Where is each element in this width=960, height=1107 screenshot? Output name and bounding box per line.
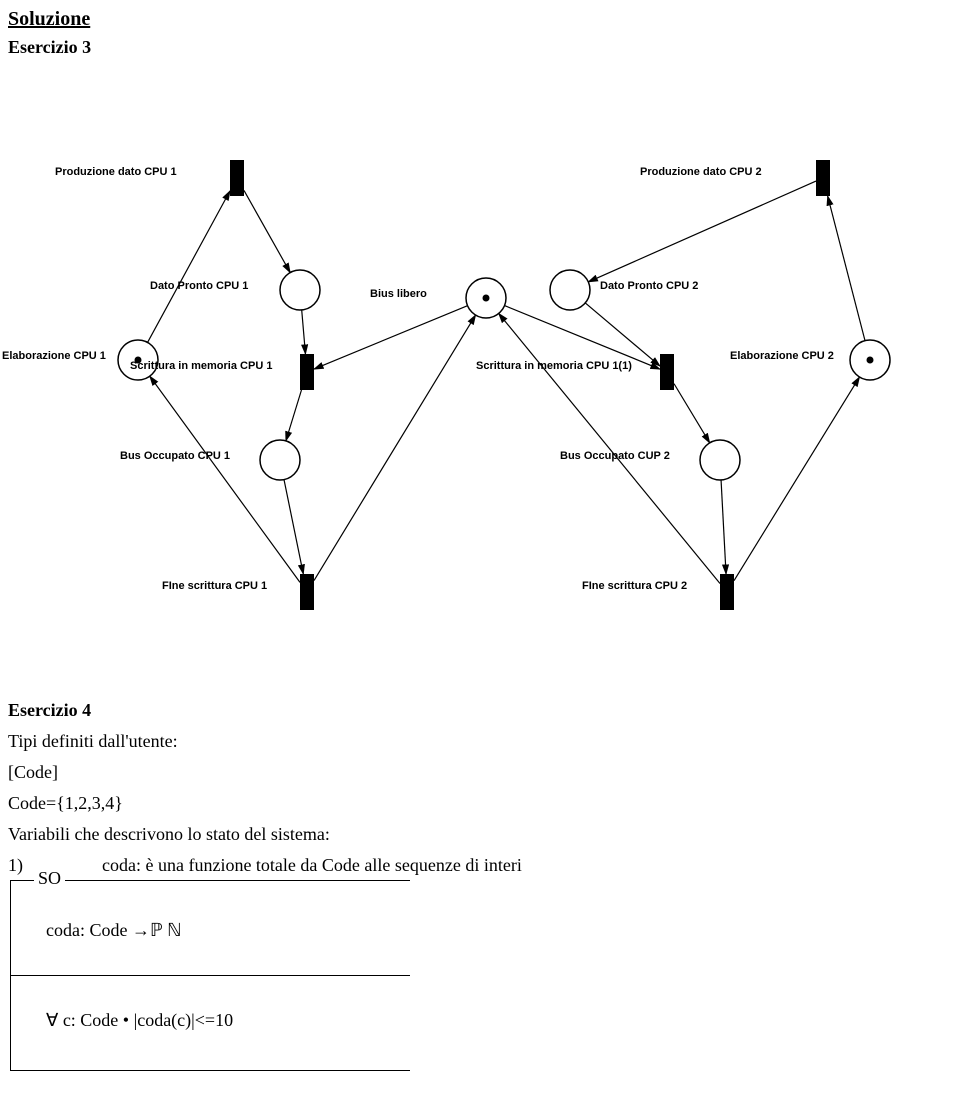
tipi-line: Tipi definiti dall'utente: xyxy=(8,731,908,752)
schema-mid-line xyxy=(10,975,410,976)
transition-t_fine1 xyxy=(300,574,314,610)
code-bracket: [Code] xyxy=(8,762,908,783)
transition-t_scr1 xyxy=(300,354,314,390)
title-esercizio3: Esercizio 3 xyxy=(8,37,91,58)
arc xyxy=(674,384,710,443)
arc xyxy=(314,315,476,580)
arc xyxy=(302,310,306,354)
label-p_elab2: Elaborazione CPU 2 xyxy=(730,350,834,362)
arc xyxy=(734,377,860,581)
token xyxy=(867,357,874,364)
label-p_busocc1: Bus Occupato CPU 1 xyxy=(120,450,230,462)
label-p_datop1: Dato Pronto CPU 1 xyxy=(150,280,248,292)
transition-t_scr2 xyxy=(660,354,674,390)
code-set: Code={1,2,3,4} xyxy=(8,793,908,814)
arc xyxy=(314,306,468,369)
place-p_datop2 xyxy=(550,270,590,310)
variabili-line: Variabili che descrivono lo stato del si… xyxy=(8,824,908,845)
label-p_elab1: Elaborazione CPU 1 xyxy=(2,350,106,362)
title-soluzione: Soluzione xyxy=(8,8,91,31)
exercise4-heading: Esercizio 4 xyxy=(8,700,908,721)
label-t_scr2: Scrittura in memoria CPU 1(1) xyxy=(476,360,632,372)
arc xyxy=(828,196,865,341)
arc xyxy=(588,181,816,282)
label-t_prod2: Produzione dato CPU 2 xyxy=(640,166,762,178)
label-p_buslib: Bius libero xyxy=(370,288,427,300)
transition-t_prod2 xyxy=(816,160,830,196)
petri-net-diagram: Dato Pronto CPU 1 Elaborazione CPU 1 Bus O… xyxy=(0,90,960,650)
label-t_fine2: FIne scrittura CPU 2 xyxy=(582,580,687,592)
arc xyxy=(585,303,660,366)
arc xyxy=(721,480,726,574)
exercise4-text: Esercizio 4 Tipi definiti dall'utente: [… xyxy=(8,690,908,886)
transition-t_fine2 xyxy=(720,574,734,610)
item-1-number: 1) xyxy=(8,855,23,875)
arc xyxy=(286,390,302,441)
arc xyxy=(499,313,720,583)
arc xyxy=(244,190,290,272)
schema-predicate: ∀ c: Code • |coda(c)|<=10 xyxy=(46,1010,233,1031)
transition-t_prod1 xyxy=(230,160,244,196)
place-p_busocc2 xyxy=(700,440,740,480)
item-1-body: coda: è una funzione totale da Code alle… xyxy=(102,855,522,875)
item-1: 1) coda: è una funzione totale da Code a… xyxy=(8,855,908,876)
place-p_datop1 xyxy=(280,270,320,310)
label-p_datop2: Dato Pronto CPU 2 xyxy=(600,280,698,292)
page: Soluzione Esercizio 3 Dato Pronto CPU 1 E… xyxy=(0,0,960,1107)
schema-declaration: coda: Code →ℙ ℕ xyxy=(46,920,182,941)
label-p_busocc2: Bus Occupato CUP 2 xyxy=(560,450,670,462)
schema-top-line xyxy=(10,880,410,881)
label-t_prod1: Produzione dato CPU 1 xyxy=(55,166,177,178)
schema-bottom-line xyxy=(10,1070,410,1071)
arc xyxy=(284,480,303,574)
label-t_fine1: FIne scrittura CPU 1 xyxy=(162,580,267,592)
place-p_busocc1 xyxy=(260,440,300,480)
schema-name: SO xyxy=(34,868,65,889)
header: Soluzione Esercizio 3 xyxy=(8,8,91,58)
arc xyxy=(148,191,230,343)
label-t_scr1: Scrittura in memoria CPU 1 xyxy=(130,360,272,372)
token xyxy=(483,295,490,302)
